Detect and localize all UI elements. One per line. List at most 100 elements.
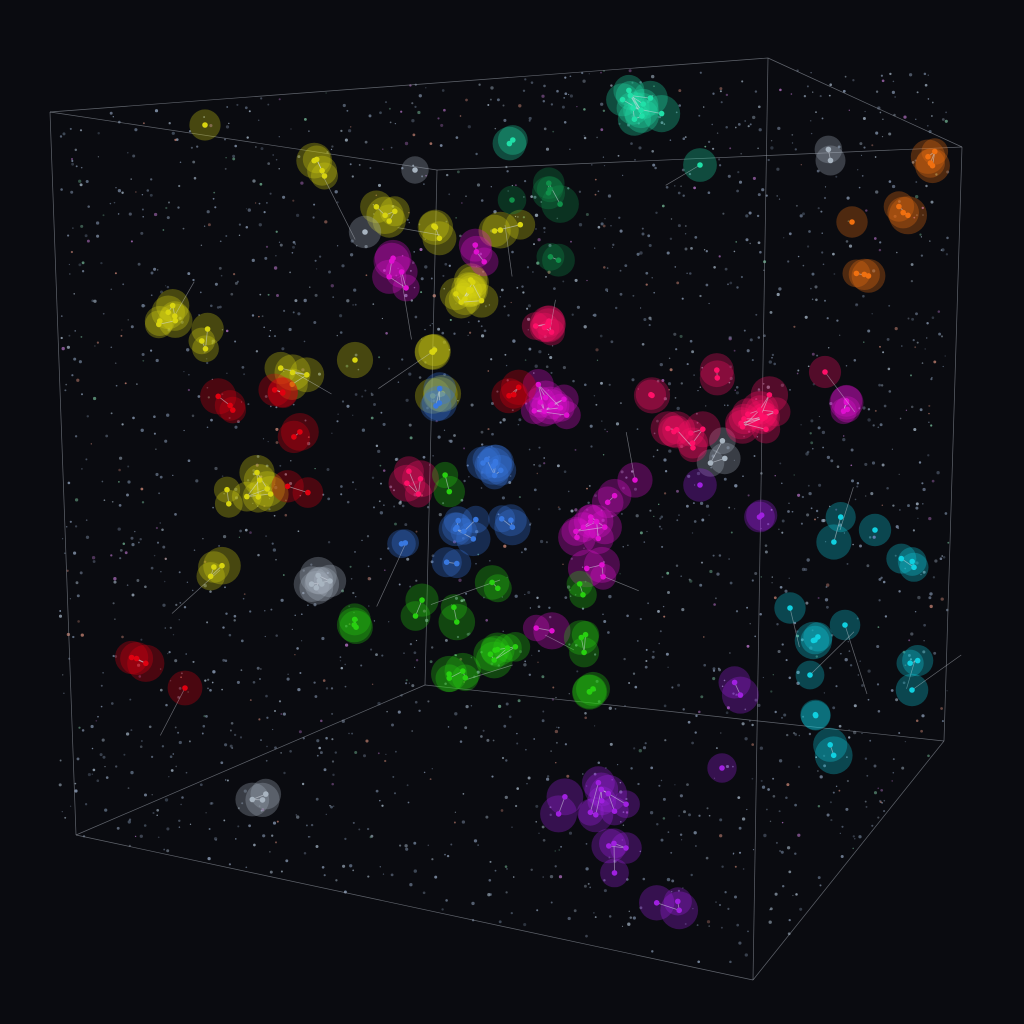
data-point[interactable] <box>587 518 594 525</box>
data-point[interactable] <box>600 574 606 580</box>
data-point[interactable] <box>547 186 553 192</box>
data-point[interactable] <box>605 790 612 797</box>
cluster[interactable] <box>400 583 439 631</box>
data-point[interactable] <box>807 672 813 678</box>
cluster[interactable] <box>617 432 653 498</box>
data-point[interactable] <box>810 637 817 644</box>
data-point[interactable] <box>419 597 425 603</box>
data-point[interactable] <box>557 201 563 207</box>
data-point[interactable] <box>244 493 250 500</box>
data-point[interactable] <box>297 429 303 435</box>
cluster[interactable] <box>606 74 681 136</box>
data-point[interactable] <box>172 313 178 319</box>
data-point[interactable] <box>511 391 517 398</box>
cluster[interactable] <box>774 592 806 648</box>
data-point[interactable] <box>403 285 409 291</box>
data-point[interactable] <box>128 654 135 661</box>
data-point[interactable] <box>541 408 548 414</box>
data-point[interactable] <box>599 798 605 804</box>
data-point[interactable] <box>362 229 368 235</box>
data-point[interactable] <box>756 514 763 520</box>
cluster[interactable] <box>718 666 759 714</box>
cluster[interactable] <box>472 444 517 490</box>
data-point[interactable] <box>353 624 359 630</box>
data-point[interactable] <box>446 671 452 677</box>
data-point[interactable] <box>431 347 438 353</box>
cluster[interactable] <box>696 427 741 477</box>
data-point[interactable] <box>756 407 763 413</box>
data-point[interactable] <box>707 460 714 466</box>
cluster[interactable] <box>296 142 356 240</box>
data-point[interactable] <box>849 219 855 225</box>
data-point[interactable] <box>719 438 726 444</box>
data-point[interactable] <box>815 634 821 640</box>
data-point[interactable] <box>478 297 485 304</box>
data-point[interactable] <box>573 528 579 535</box>
data-point[interactable] <box>509 524 516 530</box>
data-point[interactable] <box>327 578 333 584</box>
data-point[interactable] <box>489 579 495 586</box>
data-point[interactable] <box>638 107 644 114</box>
data-point[interactable] <box>631 116 638 122</box>
cluster[interactable] <box>577 766 640 833</box>
data-point[interactable] <box>822 369 828 375</box>
data-point[interactable] <box>226 501 232 507</box>
data-point[interactable] <box>632 477 638 483</box>
data-point[interactable] <box>647 95 654 101</box>
data-point[interactable] <box>491 228 498 234</box>
data-point[interactable] <box>351 616 358 623</box>
data-point[interactable] <box>182 685 188 691</box>
data-point[interactable] <box>861 271 868 278</box>
data-point[interactable] <box>714 375 721 381</box>
data-point[interactable] <box>872 527 878 533</box>
data-point[interactable] <box>436 385 443 392</box>
data-point[interactable] <box>319 167 325 174</box>
cluster[interactable] <box>497 185 527 215</box>
data-point[interactable] <box>386 274 393 280</box>
cluster[interactable] <box>348 215 382 249</box>
data-point[interactable] <box>547 402 554 409</box>
data-point[interactable] <box>398 541 405 547</box>
data-point[interactable] <box>492 460 499 467</box>
data-point[interactable] <box>202 346 209 352</box>
data-point[interactable] <box>907 660 913 666</box>
cluster[interactable] <box>378 333 451 389</box>
cluster[interactable] <box>213 476 243 518</box>
data-point[interactable] <box>313 585 320 591</box>
cluster[interactable] <box>420 372 457 422</box>
cluster[interactable] <box>816 486 856 560</box>
data-point[interactable] <box>157 318 163 324</box>
data-point[interactable] <box>932 148 938 155</box>
cluster[interactable] <box>566 570 597 609</box>
cluster[interactable] <box>293 556 347 605</box>
data-point[interactable] <box>506 140 513 147</box>
data-point[interactable] <box>455 517 462 524</box>
cluster[interactable] <box>478 209 536 277</box>
data-point[interactable] <box>510 137 516 143</box>
data-point[interactable] <box>844 406 851 413</box>
data-point[interactable] <box>604 499 611 506</box>
data-point[interactable] <box>898 555 905 562</box>
cluster[interactable] <box>488 504 531 546</box>
cluster[interactable] <box>388 456 440 508</box>
data-point[interactable] <box>627 92 634 99</box>
data-point[interactable] <box>352 357 358 363</box>
data-point[interactable] <box>224 486 230 493</box>
cluster[interactable] <box>521 299 566 346</box>
data-point[interactable] <box>462 675 469 681</box>
data-point[interactable] <box>606 843 612 849</box>
cluster[interactable] <box>639 885 699 930</box>
data-point[interactable] <box>595 779 602 786</box>
data-point[interactable] <box>812 712 819 719</box>
cluster[interactable] <box>144 281 195 339</box>
cluster[interactable] <box>438 594 476 641</box>
cluster[interactable] <box>725 376 791 444</box>
data-point[interactable] <box>639 113 645 119</box>
data-point[interactable] <box>584 565 590 572</box>
data-point[interactable] <box>517 221 524 228</box>
data-point[interactable] <box>271 387 278 393</box>
data-point[interactable] <box>515 384 522 391</box>
data-point[interactable] <box>697 482 703 488</box>
data-point[interactable] <box>576 581 583 587</box>
data-point[interactable] <box>202 122 208 128</box>
